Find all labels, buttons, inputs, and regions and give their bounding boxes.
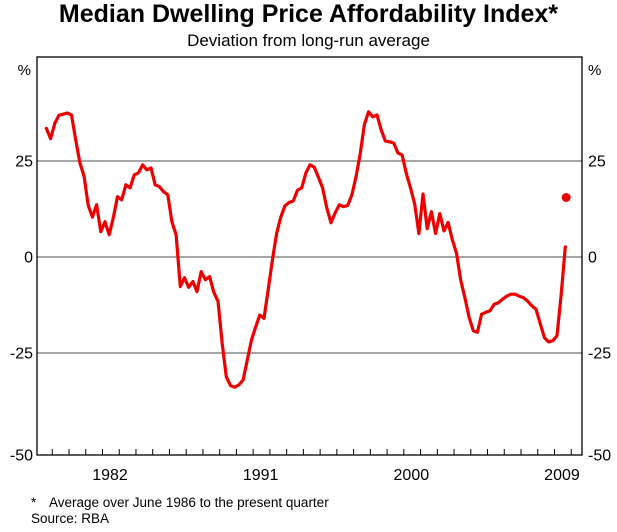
footnote-text: Average over June 1986 to the present qu…: [49, 495, 329, 510]
x-tick-label: 1991: [243, 467, 279, 484]
x-tick-label: 1982: [92, 467, 128, 484]
affordability-index-line: [44, 110, 567, 389]
x-tick-label: 2000: [394, 467, 430, 484]
percent-label-left: %: [18, 62, 31, 79]
y-axis-labels-right: 25 0 -25 -50: [588, 154, 611, 465]
x-axis-ticks: [51, 449, 572, 455]
percent-label-right: %: [588, 62, 601, 79]
x-axis-labels: 1982 1991 2000 2009: [92, 467, 580, 484]
source-note: Source: RBA: [31, 511, 110, 526]
present-quarter-estimate-dot: [561, 193, 571, 202]
y-axis-labels-left: 25 0 -25 -50: [10, 154, 33, 465]
footnote: * Average over June 1986 to the present q…: [31, 495, 329, 511]
y-tick-label: -50: [588, 448, 611, 465]
x-tick-label: 2009: [544, 467, 580, 484]
y-tick-label: -50: [10, 448, 33, 465]
y-tick-label: 25: [15, 154, 33, 171]
y-tick-label: -25: [10, 346, 33, 363]
y-tick-label: -25: [588, 346, 611, 363]
y-tick-label: 0: [588, 250, 597, 267]
chart-title: Median Dwelling Price Affordability Inde…: [58, 0, 559, 28]
footnotes: * Average over June 1986 to the present q…: [31, 495, 329, 527]
y-tick-label: 0: [24, 250, 33, 267]
footnote-marker: *: [31, 495, 37, 510]
y-tick-label: 25: [588, 154, 606, 171]
y-gridlines: [37, 160, 582, 354]
plot-frame: [36, 56, 583, 456]
chart-subtitle: Deviation from long-run average: [187, 31, 430, 50]
